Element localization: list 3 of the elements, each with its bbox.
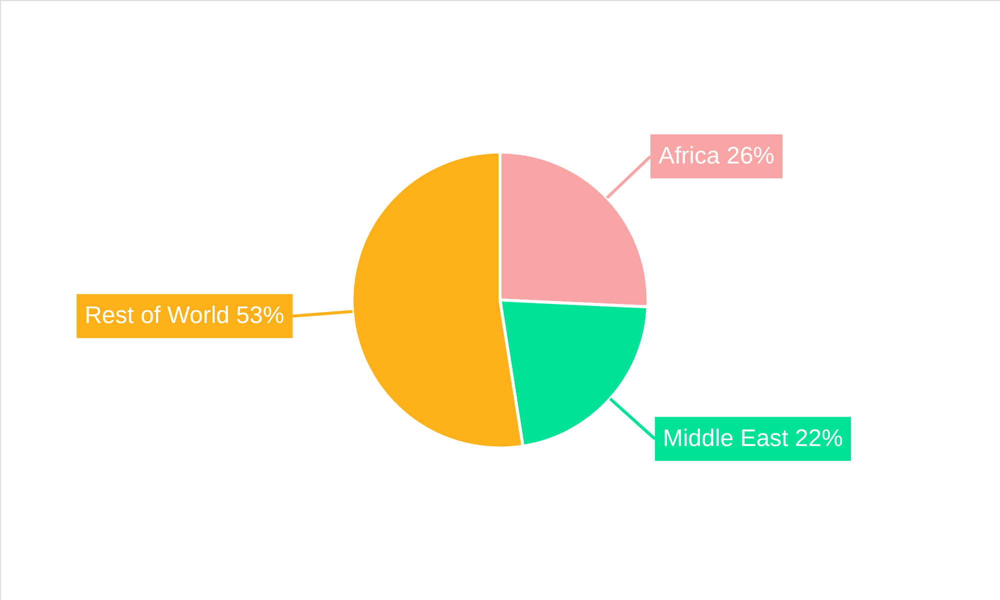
slice-label: Middle East 22% xyxy=(662,424,843,452)
slice-label: Africa 26% xyxy=(658,142,775,170)
slice-label: Rest of World 53% xyxy=(84,302,284,330)
